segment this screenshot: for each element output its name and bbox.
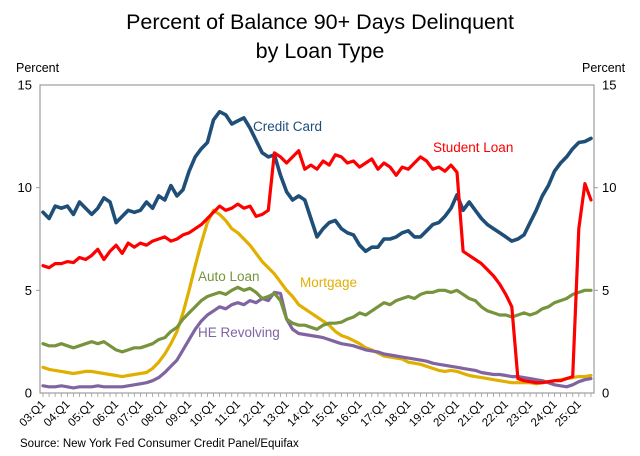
x-tick-label: 10:Q1 xyxy=(188,399,219,430)
y-tick-label-right: 10 xyxy=(602,180,616,195)
x-tick-label: 20:Q1 xyxy=(432,399,463,430)
x-tick-label: 24:Q1 xyxy=(529,399,560,430)
x-tick-label: 18:Q1 xyxy=(383,399,414,430)
series-label-student_loan: Student Loan xyxy=(433,140,513,155)
x-tick-label: 16:Q1 xyxy=(334,399,365,430)
x-tick-label: 03:Q1 xyxy=(17,399,48,430)
x-tick-label: 14:Q1 xyxy=(285,399,316,430)
chart-title-line2: by Loan Type xyxy=(255,39,385,63)
series-label-he_revolving: HE Revolving xyxy=(198,325,280,340)
x-tick-label: 17:Q1 xyxy=(358,399,389,430)
y-tick-label-right: 5 xyxy=(602,283,609,298)
chart-title-line1: Percent of Balance 90+ Days Delinquent xyxy=(126,10,514,34)
x-tick-label: 12:Q1 xyxy=(237,399,268,430)
y-tick-label-left: 10 xyxy=(18,180,32,195)
x-tick-label: 23:Q1 xyxy=(505,399,536,430)
series-line-auto_loan xyxy=(41,285,593,354)
x-tick-label: 19:Q1 xyxy=(407,399,438,430)
y-tick-label-right: 0 xyxy=(602,386,609,401)
x-tick-label: 05:Q1 xyxy=(66,399,97,430)
series-line-student_loan xyxy=(41,149,593,385)
series-line-credit_card xyxy=(41,109,593,254)
series-label-credit_card: Credit Card xyxy=(253,119,322,134)
source-note: Source: New York Fed Consumer Credit Pan… xyxy=(20,438,299,450)
series-label-mortgage: Mortgage xyxy=(300,275,357,290)
y-tick-label-left: 0 xyxy=(25,386,32,401)
x-tick-label: 09:Q1 xyxy=(164,399,195,430)
x-tick-label: 22:Q1 xyxy=(480,399,511,430)
y-tick-label-left: 5 xyxy=(25,283,32,298)
chart-title: Percent of Balance 90+ Days Delinquent b… xyxy=(0,8,640,66)
x-tick-label: 25:Q1 xyxy=(553,399,584,430)
x-tick-label: 21:Q1 xyxy=(456,399,487,430)
series-line-he_revolving xyxy=(41,290,593,390)
series-line-mortgage xyxy=(41,208,593,386)
x-tick-label: 11:Q1 xyxy=(213,399,243,429)
x-tick-label: 13:Q1 xyxy=(261,399,292,430)
y-axis-left-unit-label: Percent xyxy=(16,61,60,75)
x-tick-label: 04:Q1 xyxy=(42,399,73,430)
x-tick-label: 07:Q1 xyxy=(115,399,146,430)
x-tick-label: 08:Q1 xyxy=(139,399,170,430)
y-axis-right-unit-label: Percent xyxy=(582,61,626,75)
series-label-auto_loan: Auto Loan xyxy=(198,269,260,284)
x-tick-label: 15:Q1 xyxy=(310,399,341,430)
y-tick-label-right: 15 xyxy=(602,78,616,93)
y-tick-label-left: 15 xyxy=(18,78,32,93)
x-tick-label: 06:Q1 xyxy=(91,399,122,430)
